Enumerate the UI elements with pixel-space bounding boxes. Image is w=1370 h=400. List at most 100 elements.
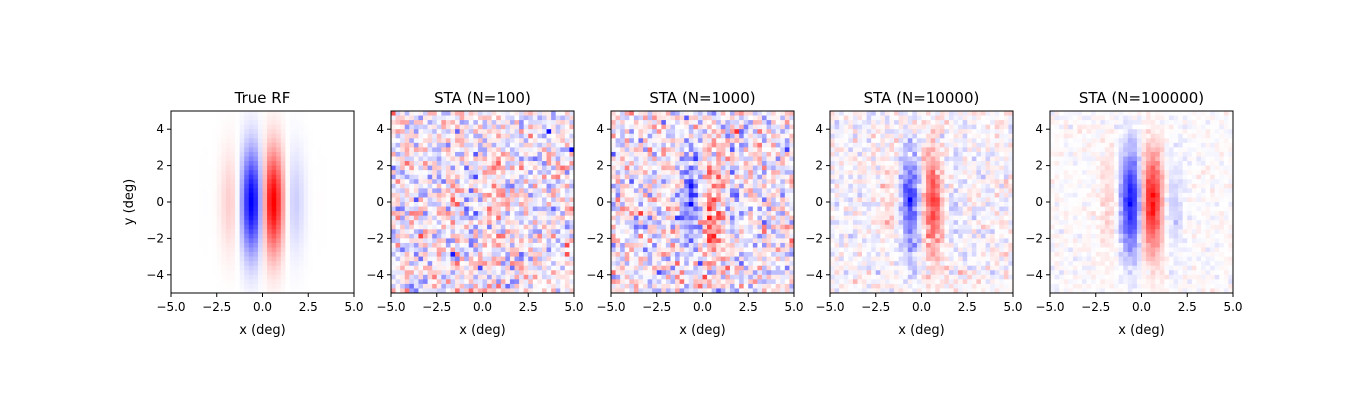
heatmap-cell — [468, 142, 474, 148]
heatmap-cell — [253, 183, 259, 189]
heatmap-cell — [184, 265, 190, 271]
heatmap-cell — [464, 279, 470, 285]
heatmap-cell — [720, 288, 726, 294]
heatmap-cell — [235, 170, 241, 176]
heatmap-cell — [248, 211, 254, 217]
heatmap-cell — [500, 224, 506, 230]
heatmap-cell — [198, 288, 204, 294]
heatmap-cell — [665, 151, 671, 157]
heatmap-cell — [670, 274, 676, 280]
heatmap-cell — [532, 188, 538, 194]
heatmap-cell — [720, 170, 726, 176]
heatmap-cell — [418, 129, 424, 135]
heatmap-cell — [271, 179, 277, 185]
heatmap-cell — [432, 224, 438, 230]
heatmap-cell — [193, 211, 199, 217]
heatmap-cell — [303, 197, 309, 203]
heatmap-cell — [212, 133, 218, 139]
heatmap-cell — [344, 270, 350, 276]
heatmap-cell — [748, 229, 754, 235]
heatmap-cell — [464, 202, 470, 207]
heatmap-cell — [519, 279, 525, 285]
heatmap-cell — [679, 147, 685, 153]
y-tick-label: 2 — [376, 159, 384, 173]
heatmap-cell — [285, 229, 291, 235]
heatmap-cell — [468, 224, 474, 230]
heatmap-cell — [528, 170, 534, 176]
heatmap-cell — [848, 115, 854, 121]
heatmap-cell — [537, 165, 543, 171]
heatmap-cell — [413, 238, 419, 244]
heatmap-cell — [716, 261, 722, 267]
heatmap-cell — [532, 242, 538, 248]
heatmap-cell — [340, 265, 346, 271]
heatmap-cell — [688, 170, 694, 176]
heatmap-cell — [514, 279, 520, 285]
heatmap-cell — [761, 279, 767, 285]
heatmap-cell — [239, 156, 245, 162]
heatmap-cell — [729, 224, 735, 230]
heatmap-cell — [912, 120, 918, 126]
heatmap-cell — [739, 147, 745, 153]
heatmap-cell — [409, 197, 415, 203]
heatmap-cell — [670, 151, 676, 157]
heatmap-cell — [624, 161, 630, 166]
heatmap-cell — [171, 179, 176, 185]
heatmap-cell — [716, 220, 722, 226]
heatmap-cell — [395, 283, 401, 289]
heatmap-cell — [725, 252, 731, 257]
heatmap-cell — [491, 270, 497, 276]
heatmap-cell — [184, 220, 190, 226]
heatmap-cell — [445, 120, 451, 126]
heatmap-cell — [564, 265, 570, 271]
heatmap-cell — [624, 129, 630, 135]
heatmap-cell — [445, 279, 451, 285]
heatmap-cell — [752, 188, 758, 194]
heatmap-cell — [661, 138, 667, 144]
heatmap-cell — [225, 238, 231, 244]
heatmap-cell — [198, 215, 204, 221]
heatmap-cell — [532, 138, 538, 144]
heatmap-cell — [743, 151, 749, 157]
heatmap-cell — [312, 211, 318, 217]
heatmap-cell — [395, 174, 401, 180]
heatmap-cell — [184, 256, 190, 262]
heatmap-cell — [317, 129, 323, 135]
heatmap-cell — [317, 142, 323, 148]
heatmap-cell — [656, 111, 662, 116]
heatmap-cell — [629, 242, 635, 248]
heatmap-cell — [633, 174, 639, 180]
subplot-title: STA (N=100) — [434, 89, 531, 107]
heatmap-cell — [555, 151, 561, 157]
heatmap-cell — [349, 215, 355, 221]
heatmap-cell — [257, 165, 263, 171]
heatmap-cell — [757, 220, 763, 226]
heatmap-cell — [661, 174, 667, 180]
heatmap-cell — [697, 197, 703, 203]
heatmap-cell — [482, 261, 488, 267]
heatmap-cell — [312, 274, 318, 280]
heatmap-cell — [491, 261, 497, 267]
heatmap-cell — [519, 129, 525, 135]
heatmap-cell — [697, 288, 703, 294]
heatmap-cell — [257, 229, 263, 235]
heatmap-cell — [175, 211, 181, 217]
heatmap-cell — [519, 188, 525, 194]
heatmap-cell — [771, 197, 777, 203]
heatmap-cell — [216, 156, 222, 162]
heatmap-cell — [299, 279, 305, 285]
heatmap-cell — [321, 179, 327, 185]
heatmap-cell — [633, 283, 639, 289]
heatmap-cell — [317, 197, 323, 203]
heatmap-cell — [436, 270, 442, 276]
heatmap-cell — [404, 279, 410, 285]
heatmap-cell — [189, 279, 195, 285]
heatmap-cell — [620, 252, 626, 257]
heatmap-cell — [468, 179, 474, 185]
heatmap-cell — [235, 256, 241, 262]
heatmap-cell — [560, 165, 566, 171]
heatmap-cell — [207, 151, 213, 157]
heatmap-cell — [693, 283, 699, 289]
heatmap-cell — [684, 224, 690, 230]
heatmap-cell — [473, 252, 479, 257]
